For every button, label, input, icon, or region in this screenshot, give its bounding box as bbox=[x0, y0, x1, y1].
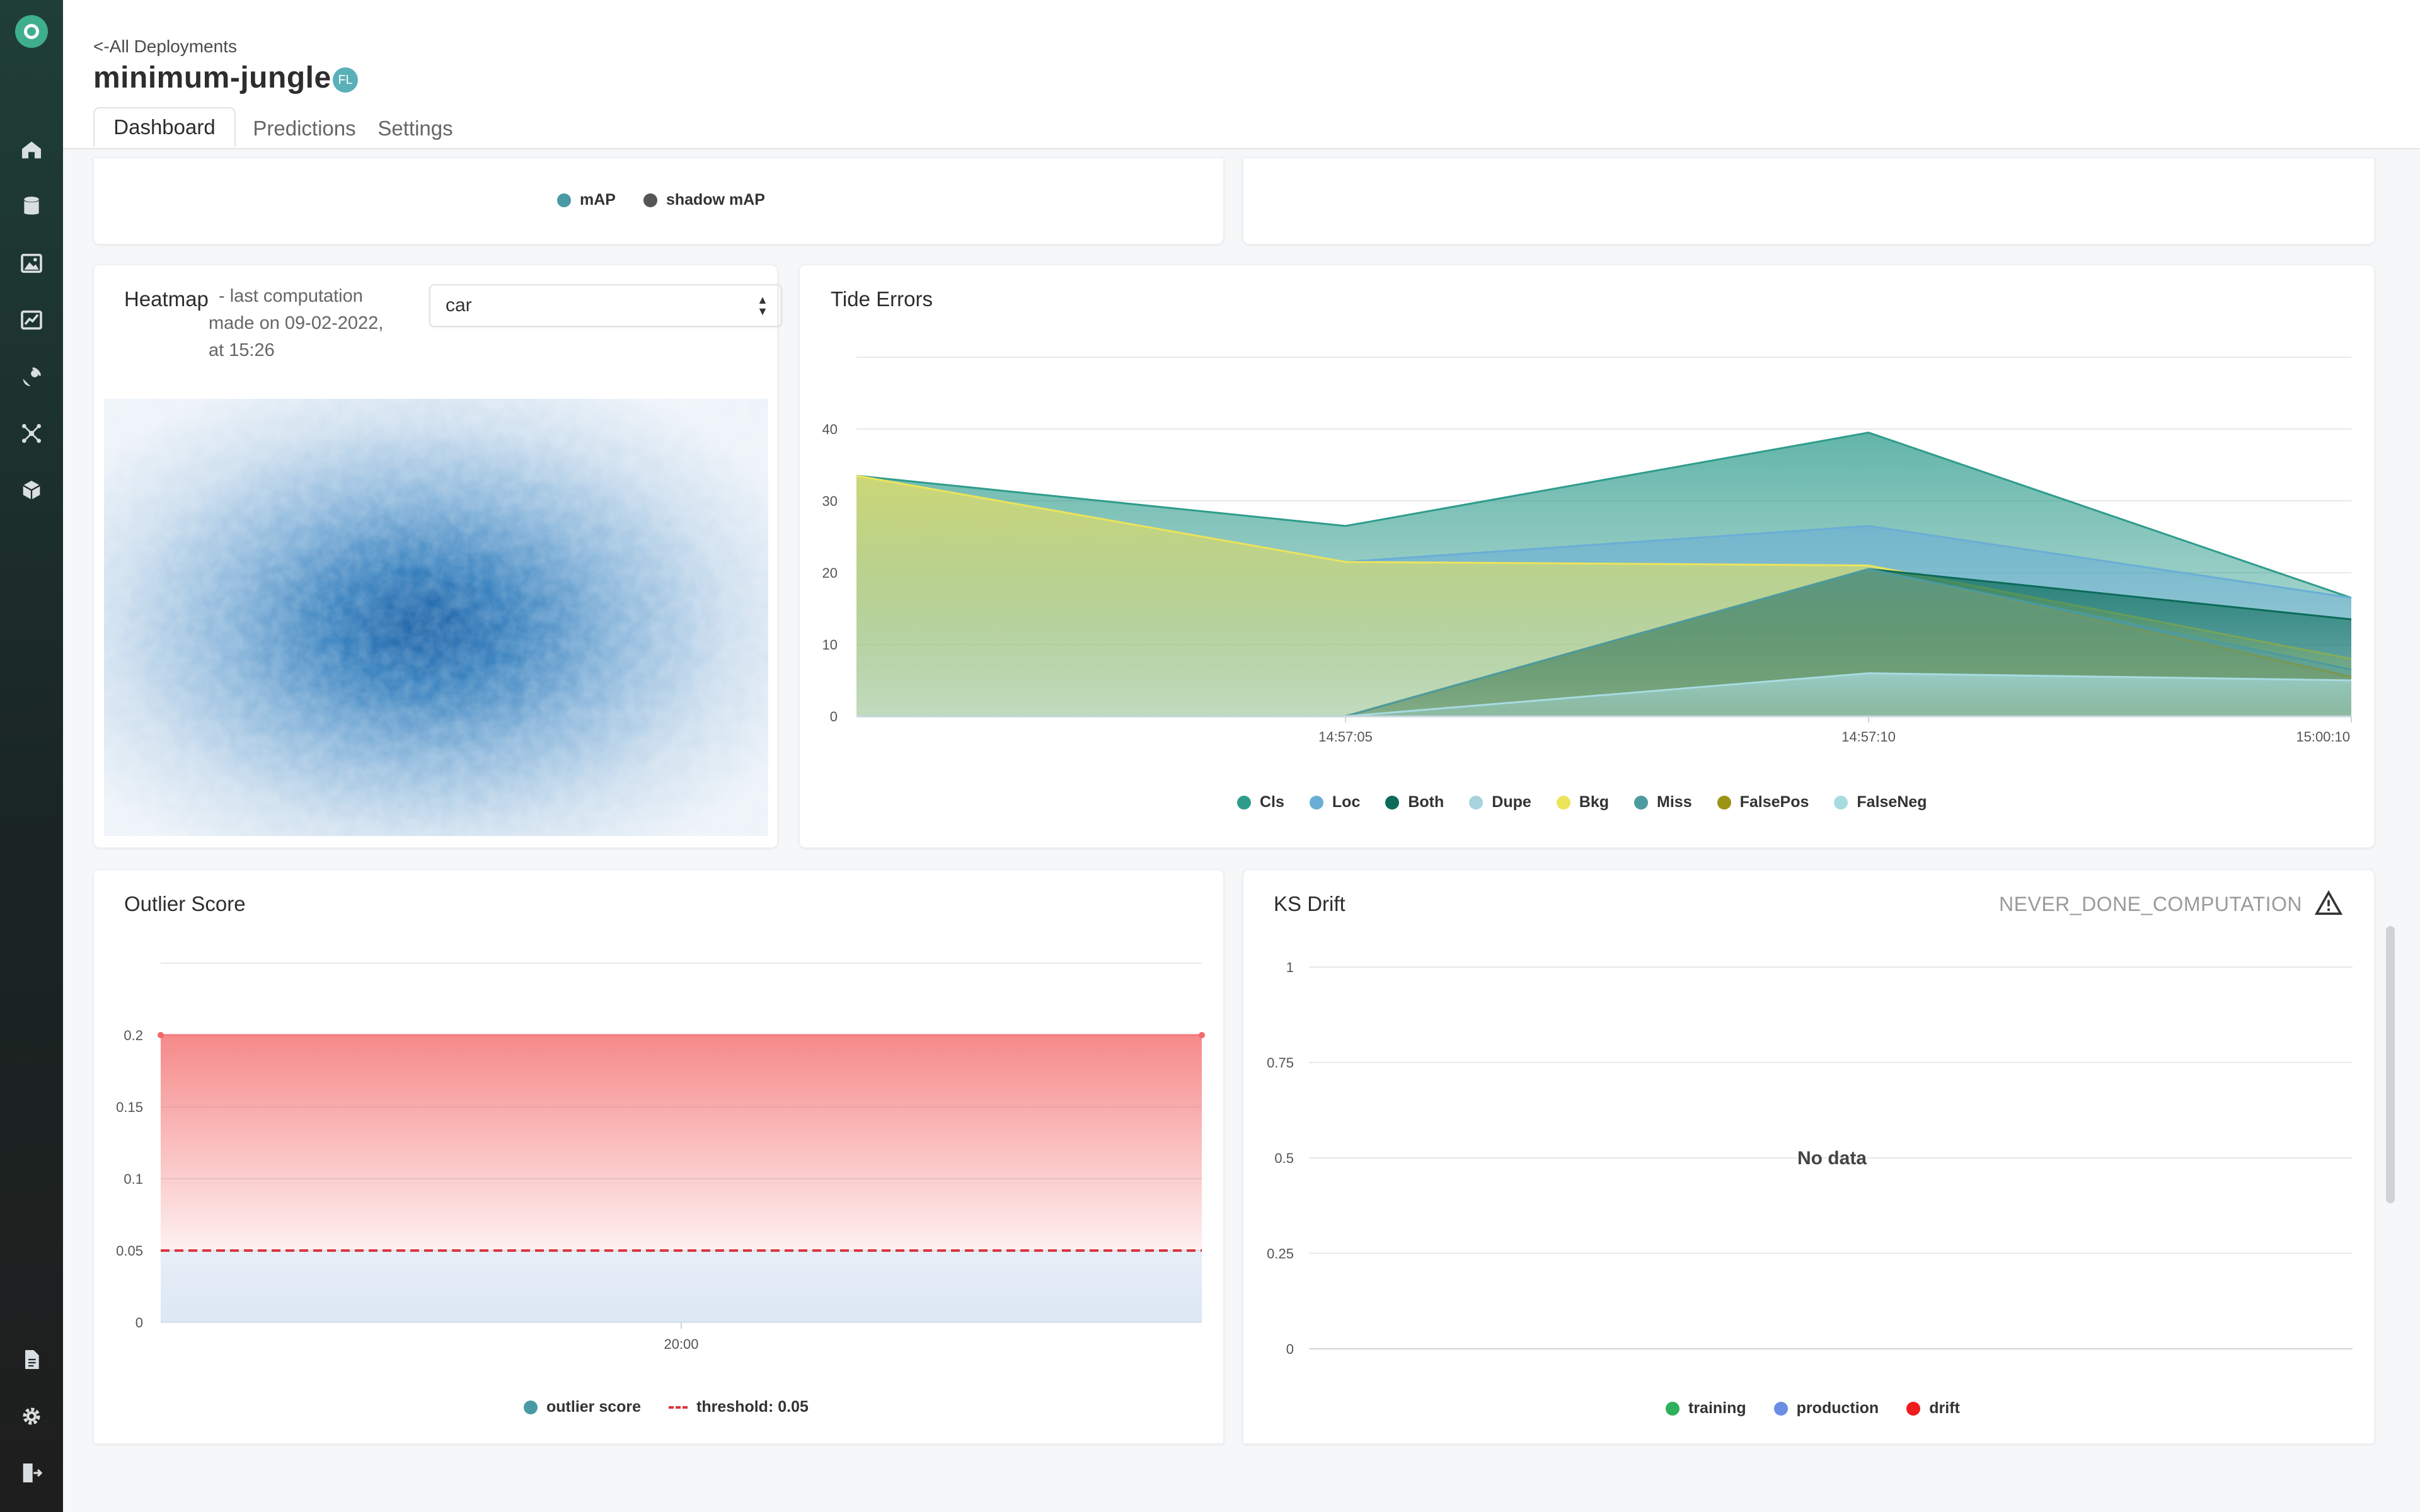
y-tick-label: 0 bbox=[135, 1315, 143, 1331]
outlier-score-point bbox=[1199, 1032, 1205, 1038]
outlier-score-point bbox=[158, 1032, 164, 1038]
heatmap-panel: Heatmap - last computation made on 09-02… bbox=[93, 265, 782, 848]
map-panel: mAP shadow mAP bbox=[93, 158, 1224, 244]
ks-drift-title: KS Drift bbox=[1274, 892, 1345, 915]
heatmap-subtitle-line-3: at 15:26 bbox=[209, 340, 275, 360]
legend-item-training[interactable]: training bbox=[1666, 1399, 1746, 1418]
legend-item-miss[interactable]: Miss bbox=[1634, 793, 1692, 811]
top-right-panel bbox=[1243, 158, 2375, 244]
y-tick-label: 0.1 bbox=[124, 1171, 143, 1187]
y-tick-label: 0.15 bbox=[116, 1099, 143, 1115]
y-tick-label: 0.5 bbox=[1274, 1150, 1294, 1166]
network-icon[interactable] bbox=[19, 421, 44, 446]
document-icon[interactable] bbox=[19, 1347, 44, 1372]
legend-item-drift[interactable]: drift bbox=[1906, 1399, 1960, 1418]
x-tick-label: 14:57:10 bbox=[1841, 729, 1896, 745]
ks-drift-chart: 0 0.25 0.5 0.75 1 No data bbox=[1267, 959, 2353, 1357]
outlier-score-area bbox=[161, 1035, 1202, 1251]
legend-item-shadow-map[interactable]: shadow mAP bbox=[643, 191, 765, 209]
outlier-score-title: Outlier Score bbox=[124, 892, 246, 915]
tide-legend: Cls Loc Both Dupe Bkg Miss FalsePos Fals… bbox=[1237, 793, 1927, 811]
y-tick-label: 0 bbox=[1286, 1341, 1294, 1357]
heatmap-title: Heatmap bbox=[124, 287, 209, 311]
legend-item-production[interactable]: production bbox=[1773, 1399, 1879, 1418]
tide-errors-panel: Tide Errors 0 10 20 30 40 14:57:05 14:57:10 15:… bbox=[799, 265, 2375, 848]
app-logo-icon[interactable] bbox=[15, 15, 48, 48]
below-threshold-area bbox=[161, 1251, 1202, 1322]
y-tick-label: 1 bbox=[1286, 959, 1294, 975]
page-scrollbar[interactable] bbox=[2386, 926, 2395, 1203]
gear-icon[interactable] bbox=[19, 1404, 44, 1429]
series-line-cls bbox=[856, 432, 2352, 599]
select-arrows-icon: ▲ ▼ bbox=[757, 294, 768, 318]
y-tick-label: 0 bbox=[830, 709, 838, 724]
legend-item-loc[interactable]: Loc bbox=[1309, 793, 1360, 811]
x-tick-label: 15:00:10 bbox=[2296, 729, 2350, 745]
ks-drift-panel: KS Drift NEVER_DONE_COMPUTATION 0 0.25 0.5… bbox=[1243, 869, 2375, 1444]
heatmap-image bbox=[104, 399, 768, 836]
legend-item-both[interactable]: Both bbox=[1385, 793, 1444, 811]
database-icon[interactable] bbox=[19, 194, 44, 219]
x-tick-label: 20:00 bbox=[664, 1336, 698, 1352]
ks-legend: training production drift bbox=[1666, 1399, 1988, 1418]
y-tick-label: 30 bbox=[822, 493, 838, 509]
class-select[interactable]: car ▲ ▼ bbox=[429, 284, 782, 327]
computation-status: NEVER_DONE_COMPUTATION bbox=[1999, 893, 2302, 915]
all-deployments-link[interactable]: <-All Deployments bbox=[93, 37, 237, 56]
heatmap-subtitle-line-2: made on 09-02-2022, bbox=[209, 313, 384, 333]
outlier-legend: outlier score threshold: 0.05 bbox=[524, 1398, 836, 1416]
image-icon[interactable] bbox=[19, 251, 44, 276]
series-area-falseneg bbox=[856, 673, 2351, 716]
tide-errors-title: Tide Errors bbox=[831, 287, 933, 311]
page-header: <-All Deployments minimum-jungle FL Dash… bbox=[63, 0, 2420, 149]
tab-predictions[interactable]: Predictions bbox=[253, 117, 356, 140]
heatmap-subtitle-line-1: - last computation bbox=[219, 286, 363, 306]
y-tick-label: 0.2 bbox=[124, 1028, 143, 1043]
tab-settings[interactable]: Settings bbox=[377, 117, 453, 140]
chart-icon[interactable] bbox=[19, 307, 44, 333]
sidebar bbox=[0, 0, 63, 1512]
legend-item-outlier-score[interactable]: outlier score bbox=[524, 1398, 641, 1416]
no-data-label: No data bbox=[1797, 1148, 1867, 1169]
warning-icon[interactable] bbox=[2315, 890, 2342, 915]
y-tick-label: 40 bbox=[822, 421, 838, 437]
x-tick-label: 14:57:05 bbox=[1318, 729, 1373, 745]
logout-icon[interactable] bbox=[19, 1460, 44, 1486]
legend-item-bkg[interactable]: Bkg bbox=[1556, 793, 1609, 811]
tab-dashboard[interactable]: Dashboard bbox=[93, 107, 236, 147]
legend-item-falsepos[interactable]: FalsePos bbox=[1717, 793, 1809, 811]
deployment-title: minimum-jungle bbox=[93, 61, 331, 94]
fl-badge: FL bbox=[333, 67, 358, 93]
legend-item-threshold[interactable]: threshold: 0.05 bbox=[669, 1398, 809, 1416]
y-tick-label: 0.05 bbox=[116, 1243, 143, 1259]
outlier-score-panel: Outlier Score 0 0.05 0.1 0.15 0.2 20:00 outli… bbox=[93, 869, 1224, 1444]
y-tick-label: 10 bbox=[822, 637, 838, 653]
cube-icon[interactable] bbox=[19, 478, 44, 503]
outlier-score-chart: 0 0.05 0.1 0.15 0.2 20:00 bbox=[116, 963, 1205, 1352]
satellite-icon[interactable] bbox=[19, 364, 44, 389]
y-tick-label: 0.25 bbox=[1267, 1246, 1294, 1262]
legend-item-dupe[interactable]: Dupe bbox=[1469, 793, 1531, 811]
map-legend: mAP shadow mAP bbox=[557, 191, 793, 209]
legend-item-cls[interactable]: Cls bbox=[1237, 793, 1284, 811]
y-tick-label: 20 bbox=[822, 565, 838, 581]
y-tick-label: 0.75 bbox=[1267, 1055, 1294, 1071]
home-icon[interactable] bbox=[19, 137, 44, 163]
tide-errors-chart: 0 10 20 30 40 14:57:05 14:57:10 15:00:10 bbox=[822, 357, 2352, 745]
legend-item-falseneg[interactable]: FalseNeg bbox=[1834, 793, 1927, 811]
legend-item-map[interactable]: mAP bbox=[557, 191, 616, 209]
